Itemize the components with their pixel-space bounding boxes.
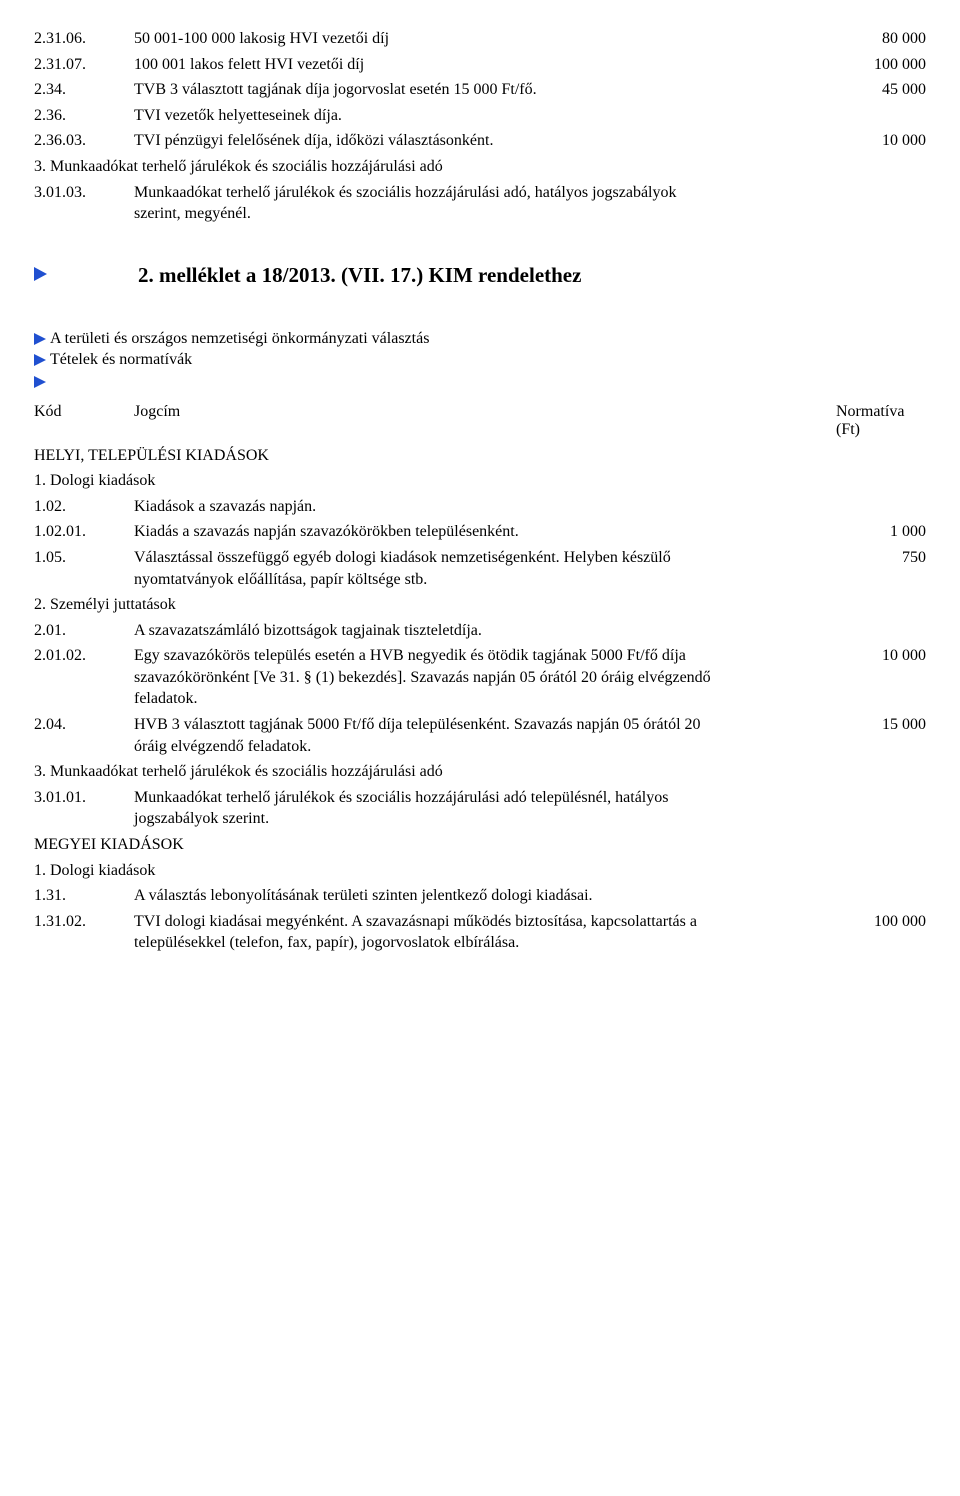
header-kod: Kód [34, 403, 134, 439]
desc-cell: Kiadások a szavazás napján. [134, 496, 846, 518]
code-cell: 2.04. [34, 714, 134, 757]
value-cell: 750 [846, 547, 926, 590]
desc-cell: Kiadás a szavazás napján szavazókörökben… [134, 521, 846, 543]
subtitle-block: A területi és országos nemzetiségi önkor… [34, 328, 926, 393]
section-heading: 3. Munkaadókat terhelő járulékok és szoc… [34, 761, 926, 783]
value-cell [846, 105, 926, 127]
code-cell: 1.02. [34, 496, 134, 518]
table-row: 1.31. A választás lebonyolításának terül… [34, 885, 926, 907]
code-cell: 2.31.06. [34, 28, 134, 50]
column-header-row: Kód Jogcím Normatíva (Ft) [34, 403, 926, 439]
table-row: 2.04. HVB 3 választott tagjának 5000 Ft/… [34, 714, 926, 757]
value-cell: 10 000 [846, 130, 926, 152]
table-row: 1.05. Választással összefüggő egyéb dolo… [34, 547, 926, 590]
value-cell [846, 620, 926, 642]
arrow-icon [34, 333, 46, 345]
table-row: 2.31.06. 50 001-100 000 lakosig HVI veze… [34, 28, 926, 50]
value-cell: 80 000 [846, 28, 926, 50]
value-cell: 10 000 [846, 645, 926, 710]
code-cell: 2.36. [34, 105, 134, 127]
code-cell: 3.01.03. [34, 182, 134, 225]
code-cell: 3.01.01. [34, 787, 134, 830]
table-row: 2.01.02. Egy szavazókörös település eset… [34, 645, 926, 710]
section-heading: 2. Személyi juttatások [34, 594, 926, 616]
table-row: 2.31.07. 100 001 lakos felett HVI vezető… [34, 54, 926, 76]
value-cell: 15 000 [846, 714, 926, 757]
value-cell [846, 787, 926, 830]
desc-cell: TVI pénzügyi felelősének díja, időközi v… [134, 130, 846, 152]
desc-cell: Munkaadókat terhelő járulékok és szociál… [134, 182, 846, 225]
desc-cell: Munkaadókat terhelő járulékok és szociál… [134, 787, 846, 830]
table-row: 1.02. Kiadások a szavazás napján. [34, 496, 926, 518]
subtitle-text: Tételek és normatívák [50, 351, 192, 368]
desc-cell: 100 001 lakos felett HVI vezetői díj [134, 54, 846, 76]
header-jogcim: Jogcím [134, 403, 836, 439]
code-cell: 2.36.03. [34, 130, 134, 152]
code-cell: 1.31.02. [34, 911, 134, 954]
code-cell: 2.01.02. [34, 645, 134, 710]
subtitle-text: A területi és országos nemzetiségi önkor… [50, 330, 429, 347]
table-row: 2.01. A szavazatszámláló bizottságok tag… [34, 620, 926, 642]
table-row: 2.34. TVB 3 választott tagjának díja jog… [34, 79, 926, 101]
desc-cell: A szavazatszámláló bizottságok tagjainak… [134, 620, 846, 642]
code-cell: 1.31. [34, 885, 134, 907]
code-cell: 2.34. [34, 79, 134, 101]
table-row: 2.36. TVI vezetők helyetteseinek díja. [34, 105, 926, 127]
section-heading: 1. Dologi kiadások [34, 860, 926, 882]
header-normativa: Normatíva (Ft) [836, 403, 926, 439]
arrow-icon [34, 376, 46, 388]
desc-cell: TVI dologi kiadásai megyénként. A szavaz… [134, 911, 846, 954]
section-heading: 3. Munkaadókat terhelő járulékok és szoc… [34, 156, 926, 178]
value-cell [846, 182, 926, 225]
section-heading: MEGYEI KIADÁSOK [34, 834, 926, 856]
section-heading: HELYI, TELEPÜLÉSI KIADÁSOK [34, 445, 926, 467]
value-cell: 1 000 [846, 521, 926, 543]
desc-cell: TVB 3 választott tagjának díja jogorvosl… [134, 79, 846, 101]
value-cell: 100 000 [846, 911, 926, 954]
arrow-icon [34, 267, 47, 281]
value-cell [846, 885, 926, 907]
desc-cell: Egy szavazókörös település esetén a HVB … [134, 645, 846, 710]
header-normativa-unit: (Ft) [836, 421, 860, 438]
header-normativa-label: Normatíva [836, 403, 904, 420]
table-row: 1.31.02. TVI dologi kiadásai megyénként.… [34, 911, 926, 954]
desc-cell: TVI vezetők helyetteseinek díja. [134, 105, 846, 127]
table-row: 3.01.01. Munkaadókat terhelő járulékok é… [34, 787, 926, 830]
table-row: 3.01.03. Munkaadókat terhelő járulékok é… [34, 182, 926, 225]
attachment-heading: 2. melléklet a 18/2013. (VII. 17.) KIM r… [138, 263, 926, 288]
code-cell: 1.05. [34, 547, 134, 590]
section-heading: 1. Dologi kiadások [34, 470, 926, 492]
desc-cell: Választással összefüggő egyéb dologi kia… [134, 547, 846, 590]
table-row: 1.02.01. Kiadás a szavazás napján szavaz… [34, 521, 926, 543]
value-cell: 100 000 [846, 54, 926, 76]
value-cell [846, 496, 926, 518]
desc-cell: 50 001-100 000 lakosig HVI vezetői díj [134, 28, 846, 50]
value-cell: 45 000 [846, 79, 926, 101]
table-row: 2.36.03. TVI pénzügyi felelősének díja, … [34, 130, 926, 152]
desc-cell: A választás lebonyolításának területi sz… [134, 885, 846, 907]
desc-cell: HVB 3 választott tagjának 5000 Ft/fő díj… [134, 714, 846, 757]
code-cell: 2.31.07. [34, 54, 134, 76]
code-cell: 1.02.01. [34, 521, 134, 543]
code-cell: 2.01. [34, 620, 134, 642]
arrow-icon [34, 354, 46, 366]
